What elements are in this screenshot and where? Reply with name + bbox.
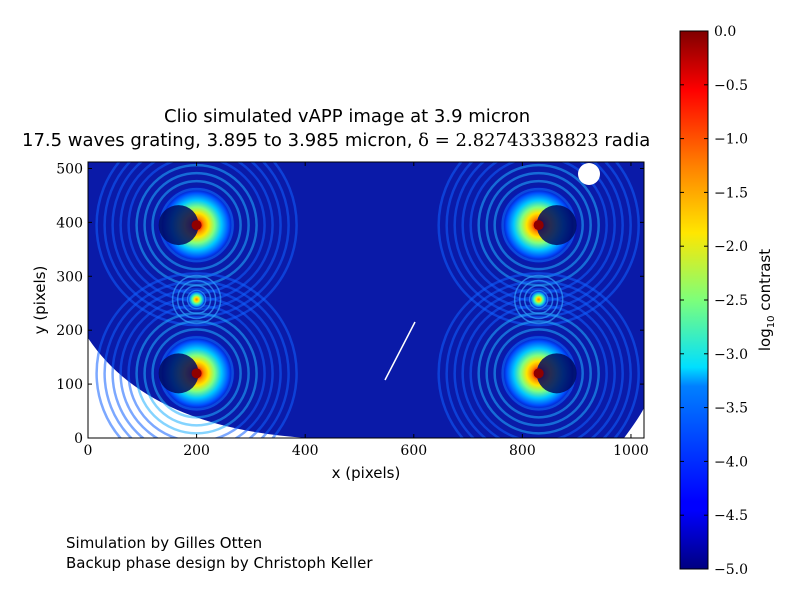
mask-region xyxy=(88,338,308,438)
x-axis-label: x (pixels) xyxy=(332,464,401,482)
image-area xyxy=(88,162,644,438)
diffraction-ring xyxy=(518,279,559,320)
psf-core-1 xyxy=(95,272,298,438)
chart-title: Clio simulated vAPP image at 3.9 micron xyxy=(164,106,531,127)
diffraction-ring xyxy=(513,274,564,325)
colorbar-label: log10 contrast xyxy=(756,249,777,351)
diffraction-ring xyxy=(493,328,584,419)
colorbar-tick-label: −1.5 xyxy=(714,185,748,201)
diffraction-ring xyxy=(176,279,217,320)
diffraction-ring xyxy=(103,280,290,438)
x-tick-label: 1000 xyxy=(613,443,649,459)
axes: 0 200 400 600 800 1000 0 100 200 300 400 500 xyxy=(56,161,649,459)
psf-glow xyxy=(529,290,548,309)
credit-simulation: Simulation by Gilles Otten xyxy=(66,534,263,552)
diffraction-ring xyxy=(171,274,222,325)
diffraction-ring xyxy=(143,320,250,427)
y-tick-label: 100 xyxy=(56,377,83,393)
saturation-spot xyxy=(578,163,600,185)
diffraction-ring xyxy=(111,288,282,438)
psf-glow xyxy=(187,290,206,309)
colorbar-tick-label: −2.0 xyxy=(714,239,748,255)
diffraction-ring xyxy=(437,162,640,327)
dark-hole xyxy=(158,353,199,394)
y-tick-label: 200 xyxy=(56,323,83,339)
diffraction-ring xyxy=(143,171,250,279)
colorbar-tick-label: −4.0 xyxy=(714,454,748,470)
colorbar-tick-label: −4.5 xyxy=(714,508,748,524)
psf-peak xyxy=(533,220,544,231)
mask-region xyxy=(624,408,644,438)
chart-subtitle: 17.5 waves grating, 3.895 to 3.985 micro… xyxy=(22,130,677,151)
subtitle-text: 17.5 waves grating, 3.895 to 3.985 micro… xyxy=(22,130,419,151)
diffraction-ring xyxy=(453,288,624,438)
colorbar-tick-label: 0.0 xyxy=(714,24,736,40)
colorbar-tick-label: −1.0 xyxy=(714,132,748,148)
x-tick-label: 0 xyxy=(84,443,93,459)
diffraction-ring xyxy=(151,179,242,271)
colorbar-scale xyxy=(679,30,709,570)
diffraction-ring xyxy=(95,162,298,327)
y-tick-label: 300 xyxy=(56,269,83,285)
dark-hole xyxy=(536,205,577,246)
dark-hole xyxy=(536,353,577,394)
colorbar-tick-label: −0.5 xyxy=(714,78,748,94)
psf-core-2 xyxy=(171,274,222,325)
psf-peak xyxy=(191,368,202,379)
x-tick-label: 600 xyxy=(400,443,427,459)
psf-core-4 xyxy=(437,272,640,438)
diffraction-ring xyxy=(181,284,212,315)
colorbar-tick-label: −3.0 xyxy=(714,347,748,363)
colorbar-tick-label: −2.5 xyxy=(714,293,748,309)
y-tick-label: 0 xyxy=(74,431,83,447)
subtitle-suffix: radia xyxy=(598,130,651,151)
psf-core-0 xyxy=(95,162,298,327)
diffraction-ring xyxy=(103,162,290,319)
diffraction-ring xyxy=(445,162,632,319)
diffraction-ring xyxy=(437,272,640,438)
streak xyxy=(384,321,416,381)
diffraction-ring xyxy=(485,320,592,427)
diffraction-ring xyxy=(95,272,298,438)
diffraction-ring xyxy=(485,171,592,279)
diffraction-ring xyxy=(493,179,584,271)
psf-peak xyxy=(533,368,544,379)
y-tick-label: 400 xyxy=(56,215,83,231)
x-tick-label: 800 xyxy=(509,443,536,459)
x-tick-label: 400 xyxy=(292,443,319,459)
diffraction-ring xyxy=(151,328,242,419)
colorbar: 0.0 −0.5 −1.0 −1.5 −2.0 −2.5 −3.0 −3.5 −4.0 −4.5 −… xyxy=(679,24,748,578)
x-tick-label: 200 xyxy=(183,443,210,459)
psf-core-5 xyxy=(513,274,564,325)
dark-hole xyxy=(158,205,199,246)
colorbar-tick-label: −5.0 xyxy=(714,562,748,578)
y-axis-label: y (pixels) xyxy=(31,266,49,335)
y-tick-label: 500 xyxy=(56,161,83,177)
credit-design: Backup phase design by Christoph Keller xyxy=(66,554,373,572)
psf-peak xyxy=(191,220,202,231)
diffraction-ring xyxy=(523,284,554,315)
plot-frame xyxy=(87,161,645,439)
colorbar-tick-label: −3.5 xyxy=(714,401,748,417)
diffraction-ring xyxy=(445,280,632,438)
subtitle-math: δ = 2.82743338823 xyxy=(418,130,599,151)
